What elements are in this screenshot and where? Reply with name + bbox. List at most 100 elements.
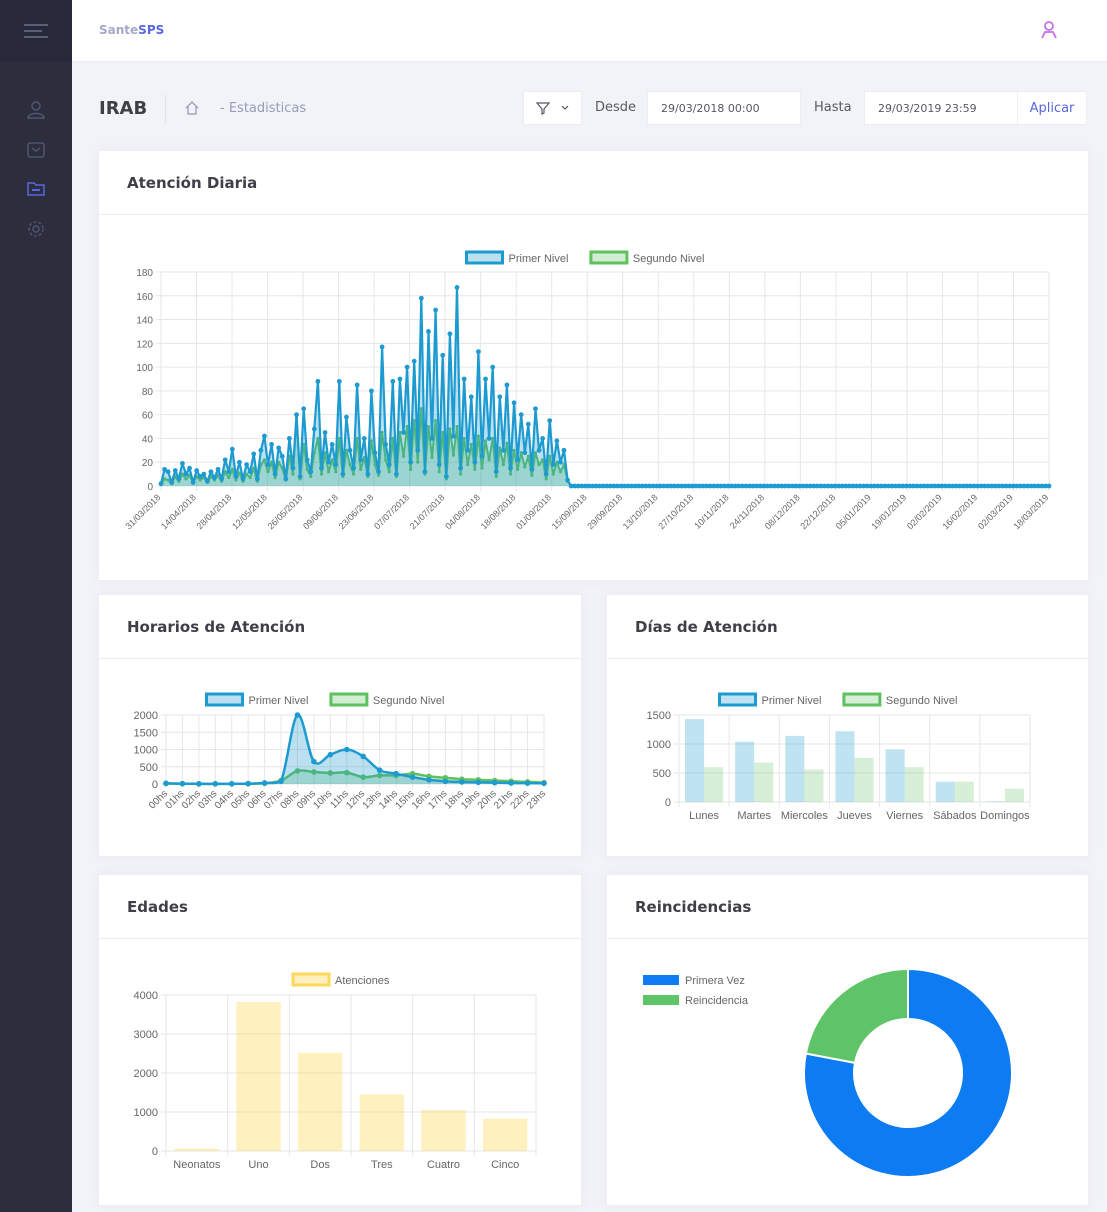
data-point <box>269 441 274 447</box>
data-point <box>412 419 416 423</box>
sidebar-item-settings[interactable] <box>25 218 47 240</box>
data-point <box>434 419 438 423</box>
hasta-date-input[interactable] <box>864 91 1018 125</box>
sidebar-item-statistics[interactable] <box>25 178 47 200</box>
data-point <box>479 453 485 459</box>
data-point <box>804 483 809 489</box>
home-icon[interactable] <box>184 100 200 116</box>
data-point <box>426 329 431 334</box>
data-point <box>500 447 506 453</box>
x-tick-label: 10/11/2018 <box>692 492 730 530</box>
x-tick-label: Dos <box>310 1159 330 1171</box>
data-point <box>508 472 513 476</box>
data-point <box>297 474 303 479</box>
data-point <box>208 469 214 475</box>
data-point <box>768 483 774 489</box>
data-point <box>393 770 399 777</box>
data-point <box>657 483 663 489</box>
data-point <box>686 483 692 489</box>
brand-logo[interactable]: SanteSPS <box>99 23 164 37</box>
data-point <box>1000 483 1006 489</box>
data-point <box>475 779 482 786</box>
x-tick-label: 28/04/2018 <box>195 492 234 531</box>
data-point <box>326 459 332 465</box>
data-point <box>451 433 456 439</box>
data-point <box>472 459 478 465</box>
bar <box>735 741 755 802</box>
user-profile-icon[interactable] <box>1039 20 1059 40</box>
data-point <box>201 471 207 477</box>
data-point <box>668 483 674 489</box>
bar <box>685 719 705 802</box>
data-point <box>807 483 813 489</box>
data-point <box>240 476 246 482</box>
data-point <box>344 448 349 452</box>
y-tick-label: 180 <box>136 268 153 279</box>
data-point <box>1039 483 1045 489</box>
data-point <box>1010 483 1016 489</box>
data-point <box>276 445 282 451</box>
data-point <box>376 469 381 475</box>
data-point <box>229 446 235 452</box>
data-point <box>212 781 219 787</box>
data-point <box>215 466 221 472</box>
data-point <box>158 481 164 487</box>
x-tick-label: Martes <box>737 810 771 822</box>
apply-button[interactable]: Aplicar <box>1017 91 1087 125</box>
data-point <box>466 463 470 467</box>
desde-date-input[interactable] <box>647 91 801 125</box>
data-point <box>228 781 235 787</box>
data-point <box>354 382 360 388</box>
data-point <box>491 436 495 441</box>
sidebar-toggle[interactable] <box>0 0 72 62</box>
data-point <box>401 430 406 435</box>
data-point <box>636 483 642 489</box>
data-point <box>319 472 324 476</box>
data-point <box>504 382 510 388</box>
data-point <box>524 780 531 786</box>
data-point <box>789 483 795 489</box>
data-point <box>821 483 827 489</box>
data-point <box>996 483 1002 489</box>
folder-icon <box>27 182 45 196</box>
data-point <box>461 376 467 382</box>
data-point <box>1014 483 1020 489</box>
data-point <box>525 421 531 427</box>
data-point <box>379 344 385 350</box>
data-point <box>882 483 888 489</box>
hamburger-icon[interactable] <box>24 23 48 39</box>
data-point <box>544 477 548 481</box>
data-point <box>993 483 998 489</box>
data-point <box>491 779 498 786</box>
data-point <box>355 436 359 441</box>
data-point <box>227 476 231 480</box>
data-point <box>629 483 635 489</box>
data-point <box>1035 483 1041 489</box>
data-point <box>953 483 959 489</box>
data-point <box>180 472 184 476</box>
breadcrumb[interactable]: - Estadisticas <box>220 101 306 116</box>
data-point <box>604 483 610 489</box>
data-point <box>928 483 934 489</box>
x-tick-label: 04/08/2018 <box>443 492 482 531</box>
x-tick-label: 21/07/2018 <box>408 492 447 531</box>
sidebar-item-users[interactable] <box>25 99 47 121</box>
x-tick-label: 23hs <box>525 788 548 811</box>
data-point <box>729 483 735 489</box>
data-point <box>372 450 378 456</box>
y-tick-label: 0 <box>152 779 158 791</box>
data-point <box>397 376 403 382</box>
data-point <box>982 483 988 489</box>
data-point <box>757 483 763 489</box>
bar <box>985 801 1005 802</box>
data-point <box>344 414 349 420</box>
data-point <box>411 358 417 364</box>
data-point <box>896 483 902 489</box>
data-point <box>329 441 335 447</box>
data-point <box>327 770 334 776</box>
filter-dropdown-button[interactable] <box>523 91 582 125</box>
chart-dias: 0 500 1000 1500 Lunes Martes Miercoles Jueves Vi… <box>647 692 1031 822</box>
sidebar-item-inbox[interactable] <box>25 139 47 161</box>
legend-swatch <box>291 972 331 987</box>
data-point <box>380 430 384 435</box>
